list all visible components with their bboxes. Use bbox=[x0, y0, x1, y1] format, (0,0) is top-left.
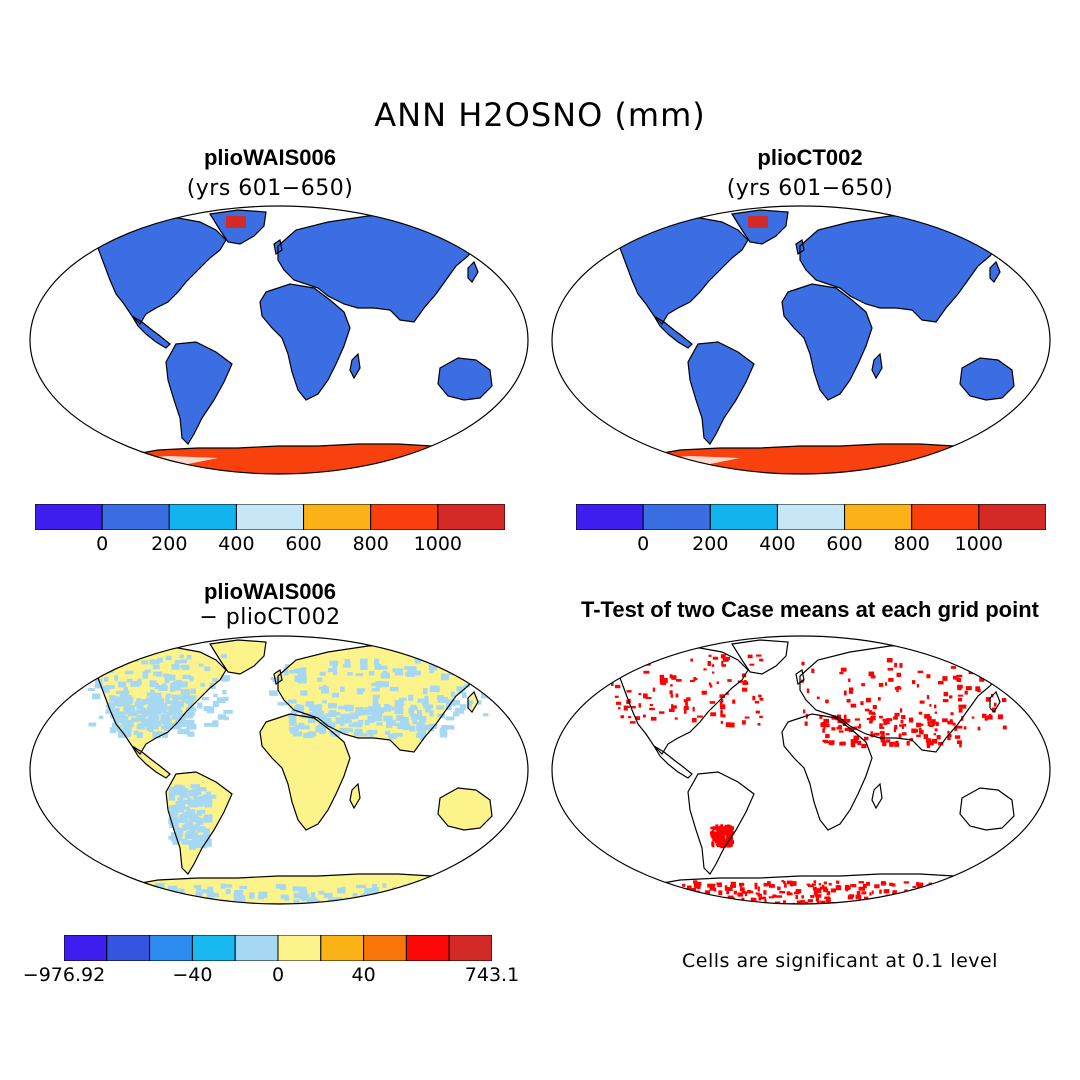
map-plioWAIS006 bbox=[29, 205, 529, 475]
colorbar-tick-label: 743.1 bbox=[464, 964, 520, 986]
land-africa bbox=[260, 284, 350, 400]
significance-note: Cells are significant at 0.1 level bbox=[682, 950, 998, 972]
colorbar-swatch bbox=[235, 504, 305, 530]
colorbar-tick-label: 800 bbox=[352, 533, 389, 555]
colorbar-swatch bbox=[448, 935, 492, 961]
panel-1-title: plioWAIS006 bbox=[203, 145, 337, 170]
colorbar-tick-label: 0 bbox=[271, 964, 285, 986]
greenland-ice-cap bbox=[226, 216, 246, 228]
colorbar-tick-label: 200 bbox=[151, 533, 188, 555]
land-africa bbox=[782, 714, 872, 830]
colorbar-tick-label: 600 bbox=[285, 533, 322, 555]
panel-2-subtitle: (yrs 601−650) bbox=[726, 176, 894, 201]
land-southAmerica bbox=[166, 342, 232, 444]
land-australia bbox=[960, 788, 1014, 830]
colorbar-swatch bbox=[911, 504, 980, 530]
map-border bbox=[29, 205, 529, 475]
colorbar-swatch bbox=[106, 935, 151, 961]
colorbar-swatch bbox=[149, 935, 193, 961]
map-ttest bbox=[551, 635, 1051, 905]
colorbar-swatch bbox=[642, 504, 711, 530]
colorbar-plioCT002 bbox=[576, 504, 1046, 530]
colorbar-swatch bbox=[277, 935, 322, 961]
colorbar-swatch bbox=[64, 935, 108, 961]
map-border bbox=[551, 635, 1051, 905]
colorbar-plioWAIS006-labels: 0 200 400 600 800 1000 bbox=[35, 533, 505, 557]
map-border bbox=[29, 635, 529, 905]
panel-4-title: T-Test of two Case means at each grid po… bbox=[580, 597, 1039, 622]
colorbar-swatch bbox=[844, 504, 913, 530]
colorbar-difference-labels: −976.92 −40 0 40 743.1 bbox=[23, 964, 519, 988]
greenland-ice-cap bbox=[748, 216, 768, 228]
colorbar-swatch bbox=[101, 504, 170, 530]
colorbar-swatch bbox=[168, 504, 237, 530]
land-australia bbox=[438, 788, 492, 830]
map-difference bbox=[29, 635, 529, 905]
colorbar-swatch bbox=[709, 504, 778, 530]
land-africa bbox=[260, 714, 350, 830]
colorbar-tick-label: −40 bbox=[172, 964, 213, 986]
land-centralAmerica bbox=[132, 316, 170, 348]
map-border bbox=[551, 205, 1051, 475]
colorbar-tick-label: 1000 bbox=[954, 533, 1004, 555]
colorbar-difference bbox=[64, 935, 492, 961]
panel-1-subtitle: (yrs 601−650) bbox=[186, 176, 354, 201]
colorbar-tick-label: 400 bbox=[218, 533, 255, 555]
land-northAmerica bbox=[80, 218, 226, 324]
map-plioCT002 bbox=[551, 205, 1051, 475]
land-northAmerica bbox=[602, 218, 748, 324]
land-southAmerica bbox=[688, 342, 754, 444]
colorbar-swatch bbox=[437, 504, 505, 530]
land-australia bbox=[438, 358, 492, 400]
colorbar-swatch bbox=[370, 504, 439, 530]
land-centralAmerica bbox=[654, 316, 692, 348]
panel-2-title: plioCT002 bbox=[757, 145, 863, 170]
colorbar-swatch bbox=[320, 935, 365, 961]
colorbar-swatch bbox=[363, 935, 407, 961]
figure-title: ANN H2OSNO (mm) bbox=[374, 96, 706, 134]
colorbar-tick-label: 0 bbox=[96, 533, 109, 555]
land-africa bbox=[782, 284, 872, 400]
colorbar-tick-label: 40 bbox=[351, 964, 376, 986]
land-northAmerica bbox=[602, 648, 748, 754]
colorbar-tick-label: 1000 bbox=[413, 533, 463, 555]
colorbar-tick-label: −976.92 bbox=[22, 964, 106, 986]
colorbar-swatch bbox=[776, 504, 846, 530]
colorbar-tick-label: 400 bbox=[759, 533, 796, 555]
colorbar-swatch bbox=[978, 504, 1046, 530]
colorbar-swatch bbox=[234, 935, 279, 961]
colorbar-tick-label: 0 bbox=[637, 533, 650, 555]
land-australia bbox=[960, 358, 1014, 400]
colorbar-swatch bbox=[303, 504, 372, 530]
land-centralAmerica bbox=[654, 746, 692, 778]
colorbar-swatch bbox=[576, 504, 644, 530]
colorbar-plioCT002-labels: 0 200 400 600 800 1000 bbox=[576, 533, 1046, 557]
colorbar-swatch bbox=[35, 504, 103, 530]
land-southAmerica bbox=[688, 772, 754, 874]
land-centralAmerica bbox=[132, 746, 170, 778]
colorbar-tick-label: 600 bbox=[826, 533, 863, 555]
colorbar-swatch bbox=[405, 935, 450, 961]
panel-3-subtitle: − plioCT002 bbox=[199, 605, 341, 630]
colorbar-swatch bbox=[191, 935, 236, 961]
land-eurasia bbox=[800, 214, 1006, 322]
land-eurasia bbox=[278, 214, 484, 322]
colorbar-tick-label: 800 bbox=[893, 533, 930, 555]
panel-3-title: plioWAIS006 bbox=[203, 579, 337, 604]
colorbar-plioWAIS006 bbox=[35, 504, 505, 530]
colorbar-tick-label: 200 bbox=[692, 533, 729, 555]
